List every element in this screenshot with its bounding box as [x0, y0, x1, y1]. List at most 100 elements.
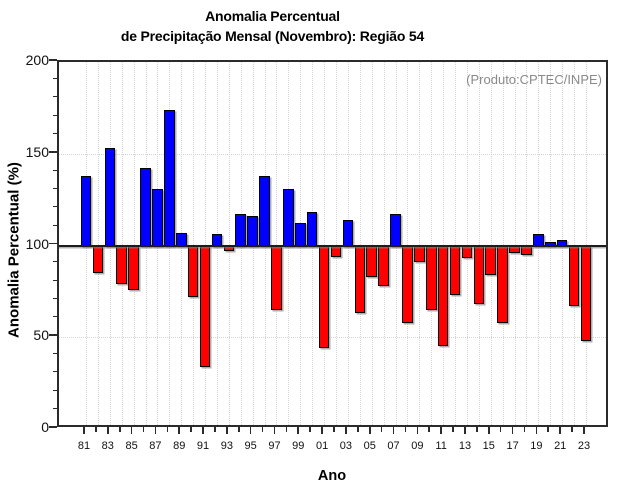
chart-title-line2: de Precipitação Mensal (Novembro): Regiã…: [120, 28, 425, 44]
x-minor-tick: [476, 427, 478, 432]
y-tick-label: 50: [33, 327, 49, 344]
x-tick-label: 09: [411, 440, 424, 452]
y-tick: [49, 426, 57, 428]
x-tick: [202, 427, 204, 434]
x-minor-tick: [452, 427, 454, 432]
x-minor-tick: [214, 427, 216, 432]
y-minor-tick: [53, 279, 57, 281]
gridline-vertical: [97, 62, 99, 425]
y-minor-tick: [53, 96, 57, 98]
gridline-vertical: [466, 62, 468, 425]
x-tick-label: 85: [125, 440, 138, 452]
x-minor-tick: [237, 427, 240, 432]
produto-annotation: (Produto:CPTEC/INPE): [466, 72, 602, 87]
bar-97: [271, 245, 282, 310]
y-minor-tick: [53, 371, 57, 373]
bar-14: [473, 245, 485, 305]
x-tick: [583, 427, 585, 434]
x-minor-tick: [309, 427, 311, 432]
gridline-vertical: [407, 62, 409, 425]
x-tick: [440, 427, 442, 434]
gridline-vertical: [324, 62, 326, 425]
x-tick: [107, 427, 109, 434]
bar-12: [449, 245, 461, 296]
x-minor-tick: [380, 427, 383, 432]
x-minor-tick: [428, 427, 431, 432]
x-tick: [321, 427, 323, 434]
bar-13: [461, 245, 473, 259]
x-tick-label: 87: [149, 440, 162, 452]
y-tick: [49, 59, 57, 61]
y-tick-label: 100: [25, 235, 49, 252]
x-minor-tick: [190, 427, 192, 432]
bar-18: [521, 245, 532, 255]
gridline-vertical: [431, 62, 433, 425]
x-tick-label: 03: [339, 440, 353, 452]
gridline-vertical: [336, 62, 337, 425]
x-tick-label: 15: [482, 440, 495, 452]
x-tick: [249, 427, 252, 434]
y-tick: [49, 242, 57, 245]
bar-94: [235, 214, 247, 248]
gridline-vertical: [490, 62, 492, 425]
x-minor-tick: [357, 427, 359, 432]
gridline-vertical: [276, 62, 278, 425]
bar-02: [330, 245, 342, 257]
bar-95: [247, 216, 258, 248]
x-tick: [487, 427, 490, 434]
x-tick: [535, 427, 538, 434]
bar-86: [140, 168, 151, 248]
x-tick: [273, 427, 276, 434]
x-tick-label: 97: [268, 440, 281, 452]
bar-15: [485, 245, 497, 275]
y-tick-label: 150: [25, 143, 49, 160]
bar-21: [556, 239, 568, 248]
y-minor-tick: [53, 389, 57, 391]
y-tick: [49, 150, 57, 153]
y-tick: [49, 334, 57, 337]
x-minor-tick: [166, 427, 169, 432]
gridline-vertical: [371, 62, 373, 425]
bar-05: [366, 245, 377, 277]
bar-84: [116, 245, 127, 285]
bar-03: [342, 219, 354, 248]
x-tick-label: 89: [173, 440, 186, 452]
baseline-100: [59, 244, 606, 247]
y-minor-tick: [53, 224, 57, 226]
x-minor-tick: [118, 427, 121, 432]
y-minor-tick: [53, 261, 57, 263]
y-tick-label: 0: [41, 419, 49, 435]
bar-09: [414, 245, 425, 262]
bar-87: [152, 188, 163, 248]
bar-90: [187, 245, 199, 297]
x-tick: [226, 427, 228, 434]
gridline-vertical: [193, 62, 195, 425]
y-minor-tick: [53, 114, 57, 116]
bar-10: [425, 245, 437, 310]
x-minor-tick: [333, 427, 335, 432]
bar-23: [580, 245, 592, 341]
x-tick-label: 81: [77, 440, 91, 452]
y-minor-tick: [53, 353, 57, 355]
gridline-horizontal: [59, 337, 606, 339]
x-tick-label: 91: [196, 440, 210, 452]
y-minor-tick: [53, 132, 57, 134]
x-tick-label: 95: [244, 440, 257, 452]
x-tick-label: 11: [435, 440, 447, 452]
bar-17: [509, 245, 520, 253]
bar-06: [378, 245, 389, 286]
x-tick: [345, 427, 347, 434]
bar-88: [164, 109, 175, 248]
x-minor-tick: [499, 427, 502, 432]
bar-22: [568, 245, 580, 307]
bar-19: [533, 234, 544, 248]
gridline-vertical: [574, 62, 576, 425]
y-minor-tick: [53, 408, 57, 410]
gridline-vertical: [502, 62, 504, 425]
bar-85: [128, 245, 139, 290]
bar-04: [354, 245, 366, 314]
gridline-vertical: [121, 62, 123, 425]
bar-99: [294, 223, 306, 248]
gridline-vertical: [586, 62, 587, 425]
gridline-vertical: [478, 62, 480, 425]
